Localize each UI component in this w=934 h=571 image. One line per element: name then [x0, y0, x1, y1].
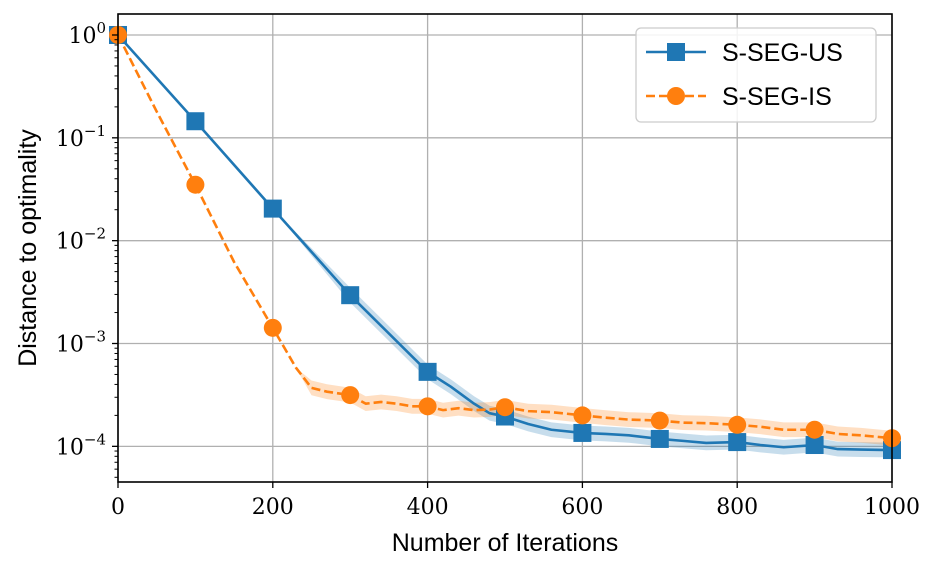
- y-tick-label: 10−1: [56, 122, 106, 152]
- s-seg-us-marker: [805, 436, 824, 455]
- x-axis-title: Number of Iterations: [392, 529, 619, 557]
- x-tick-label: 0: [111, 495, 125, 520]
- s-seg-us-marker: [650, 429, 669, 448]
- s-seg-is-marker: [573, 406, 592, 425]
- s-seg-us-marker: [263, 199, 282, 218]
- s-seg-us-marker: [418, 362, 437, 381]
- s-seg-us-marker: [573, 423, 592, 442]
- s-seg-is-marker: [186, 175, 205, 194]
- s-seg-is-marker: [263, 318, 282, 337]
- x-tick-label: 600: [561, 495, 603, 520]
- y-tick-label: 10−2: [56, 225, 106, 255]
- plot-frame: [117, 13, 893, 483]
- legend-s-seg-us-marker: [667, 43, 685, 61]
- legend-s-seg-us-label: S-SEG-US: [722, 39, 843, 67]
- s-seg-us-marker: [341, 286, 360, 305]
- s-seg-us-marker: [186, 112, 205, 131]
- y-tick-label: 10−4: [56, 430, 106, 460]
- y-tick-label: 10−3: [56, 328, 106, 358]
- x-tick-label: 400: [407, 495, 449, 520]
- x-tick-label: 200: [252, 495, 294, 520]
- s-seg-is-marker: [650, 411, 669, 430]
- legend: S-SEG-US S-SEG-IS: [635, 27, 877, 123]
- s-seg-is-marker: [496, 398, 514, 417]
- y-axis-title: Distance to optimality: [14, 129, 42, 367]
- x-tick-label: 1000: [864, 495, 920, 520]
- axis-ticks: 0 200 400 600 800 1000 100 10−1 10−2 10−3 10−4: [56, 19, 920, 520]
- s-seg-is-marker: [805, 420, 824, 439]
- s-seg-us-marker: [728, 433, 747, 452]
- s-seg-is-marker: [341, 386, 360, 405]
- s-seg-is-marker: [728, 415, 747, 434]
- s-seg-is-line: [116, 34, 893, 440]
- legend-s-seg-is-marker: [667, 87, 685, 105]
- series-lines: [116, 34, 893, 452]
- legend-s-seg-is-label: S-SEG-IS: [722, 83, 832, 111]
- s-seg-us-line: [117, 34, 893, 452]
- y-tick-label: 100: [68, 19, 106, 49]
- series-markers: [109, 25, 901, 460]
- x-tick-label: 800: [716, 495, 758, 520]
- s-seg-is-marker: [418, 397, 437, 416]
